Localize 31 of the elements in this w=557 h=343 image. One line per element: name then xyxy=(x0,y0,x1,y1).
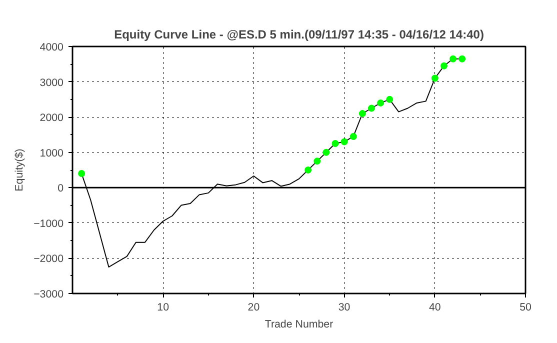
y-tick-label: 4000 xyxy=(40,42,64,54)
x-tick-label: 50 xyxy=(520,302,532,314)
point xyxy=(440,62,448,70)
point xyxy=(304,166,312,174)
x-tick-label: 30 xyxy=(338,302,350,314)
point xyxy=(458,55,466,62)
y-tick-label: 0 xyxy=(58,182,64,195)
y-tick-label: 1000 xyxy=(40,147,64,160)
x-tick-label: 40 xyxy=(428,302,441,314)
x-tick-label: 20 xyxy=(248,302,260,314)
point xyxy=(78,170,86,178)
point xyxy=(322,148,330,156)
x-tick-label: 10 xyxy=(157,302,170,314)
point xyxy=(340,138,348,146)
y-tick-label: 3000 xyxy=(40,76,64,89)
y-tick-label: −2000 xyxy=(34,253,64,266)
y-tick-label: 2000 xyxy=(40,112,64,124)
point xyxy=(450,55,457,62)
point xyxy=(386,96,394,103)
point xyxy=(377,99,384,106)
point xyxy=(358,110,366,118)
y-tick-label: −1000 xyxy=(34,218,64,230)
chart-title: Equity Curve Line - @ES.D 5 min.(09/11/97 14:35 - 04/16/12 14:40) xyxy=(114,28,484,42)
y-tick-label: −3000 xyxy=(34,288,64,300)
y-axis-title: Equity($) xyxy=(14,148,26,192)
point xyxy=(431,74,438,82)
x-axis-title: Trade Number xyxy=(264,318,334,330)
point xyxy=(314,158,321,165)
point xyxy=(368,104,375,112)
point xyxy=(332,140,339,148)
point xyxy=(350,132,357,140)
